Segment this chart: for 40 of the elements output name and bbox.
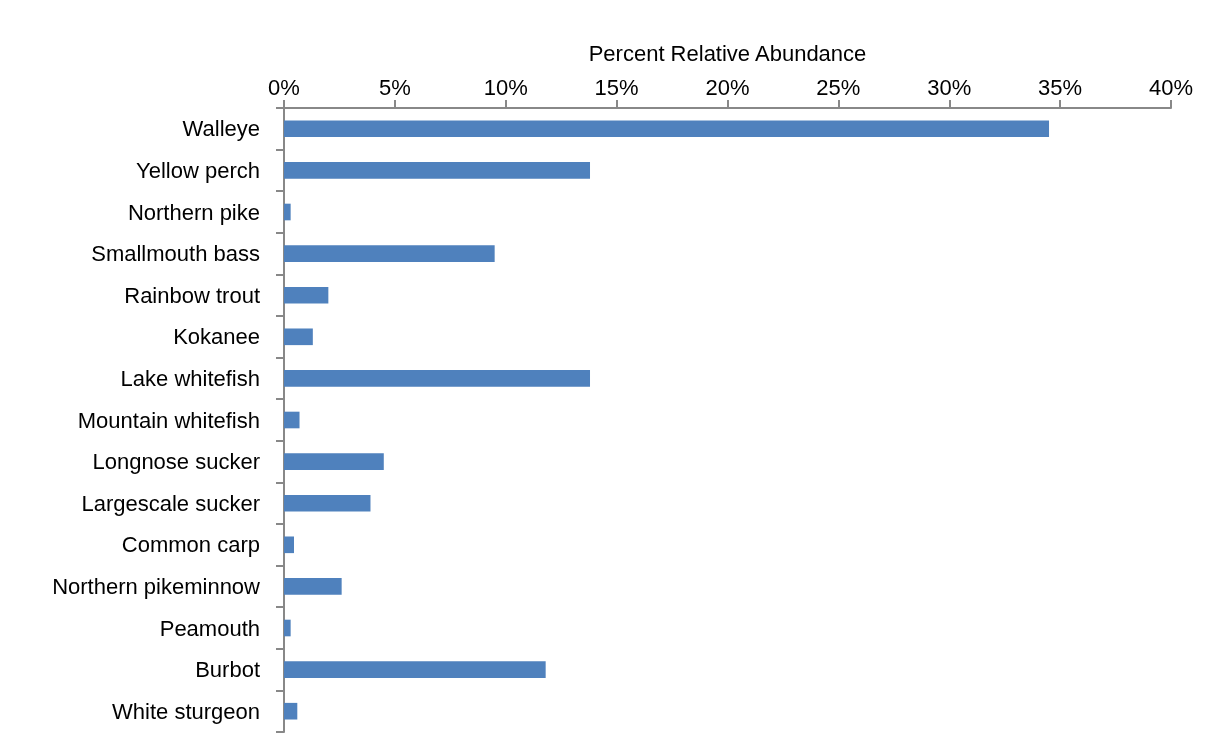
y-tick-label: Lake whitefish — [120, 365, 260, 391]
bar — [284, 328, 313, 346]
bar — [284, 245, 495, 262]
y-tick-label: Burbot — [195, 657, 260, 683]
y-tick-label: Longnose sucker — [92, 449, 260, 475]
y-tick-label: Common carp — [121, 532, 260, 558]
bar — [284, 536, 294, 554]
y-tick-label: Kokanee — [173, 324, 260, 350]
x-tick-label: 0% — [268, 74, 300, 100]
y-tick-label: Yellow perch — [136, 157, 260, 183]
y-tick-label: Mountain whitefish — [77, 407, 260, 433]
bar — [284, 494, 371, 512]
x-tick-label: 15% — [594, 74, 639, 100]
bar — [284, 661, 546, 678]
x-tick-label: 20% — [705, 74, 750, 100]
x-tick-label: 30% — [927, 74, 972, 100]
y-tick-label: Northern pike — [127, 199, 260, 225]
y-tick-label: Peamouth — [159, 615, 260, 641]
bar — [284, 702, 298, 720]
bar — [284, 203, 291, 221]
bar — [284, 411, 300, 429]
bar — [284, 619, 291, 637]
y-tick-label: Rainbow trout — [124, 282, 260, 308]
bar — [284, 120, 1050, 138]
bar — [284, 286, 329, 304]
x-tick-label: 10% — [483, 74, 528, 100]
bar — [284, 453, 384, 470]
y-tick-label: Walleye — [182, 116, 260, 142]
y-tick-label: Largescale sucker — [81, 490, 260, 516]
y-tick-label: Northern pikeminnow — [52, 573, 261, 599]
x-tick-label: 40% — [1148, 74, 1194, 100]
bar — [284, 162, 591, 179]
y-tick-label: Smallmouth bass — [91, 241, 260, 267]
bar — [284, 370, 591, 387]
x-axis-title: Percent Relative Abundance — [588, 40, 867, 66]
x-tick-label: 35% — [1038, 74, 1083, 100]
y-tick-label: White sturgeon — [112, 698, 260, 724]
bar — [284, 578, 342, 595]
x-tick-label: 25% — [816, 74, 861, 100]
x-tick-label: 5% — [378, 74, 411, 100]
